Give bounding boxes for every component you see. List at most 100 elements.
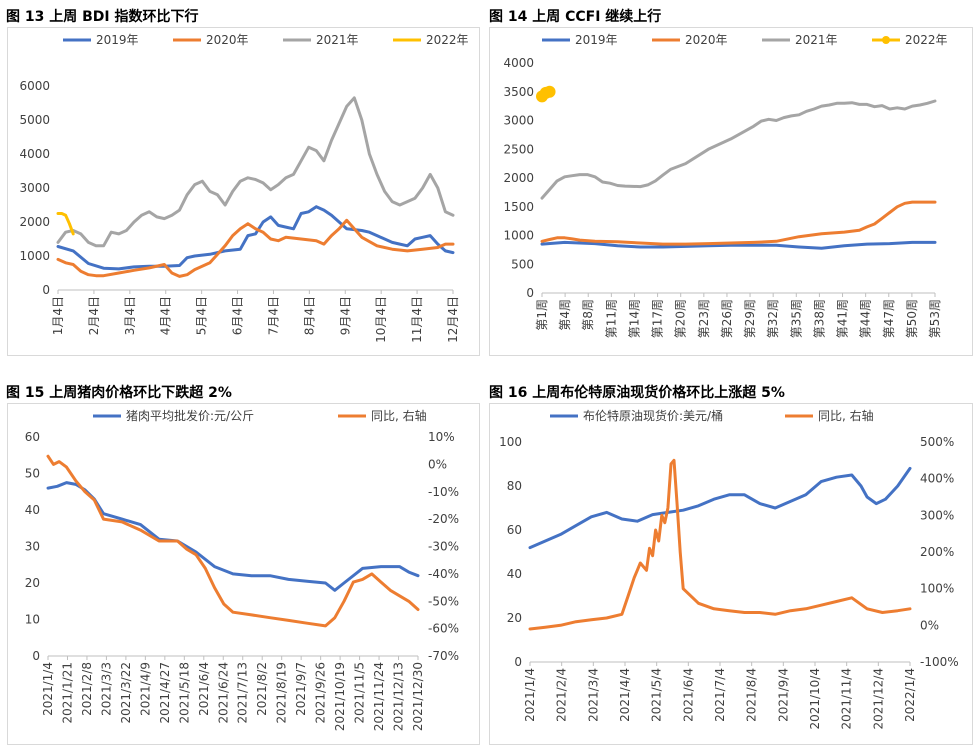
x-tick-label: 第50周 <box>905 299 919 338</box>
x-tick-label: 第29周 <box>743 299 757 338</box>
y2-tick-label: -20% <box>428 512 459 526</box>
chart-pork: 猪肉平均批发价:元/公斤 同比, 右轴 0 10 20 30 40 50 60 -70% -60% -… <box>7 403 480 745</box>
chart-pork-svg: 猪肉平均批发价:元/公斤 同比, 右轴 0 10 20 30 40 50 60 -70% -60% -… <box>25 408 459 731</box>
x-tick-label: 1月4日 <box>51 296 65 335</box>
x-tick-label: 第26周 <box>720 299 734 338</box>
x-tick-label: 5月4日 <box>195 296 209 335</box>
x-tick-label: 2021/3/22 <box>119 662 133 724</box>
legend-label: 2020年 <box>685 33 728 47</box>
x-tick-label: 11月4日 <box>410 296 424 343</box>
x-tick-label: 第35周 <box>789 299 803 338</box>
y-tick-label: 100 <box>499 435 522 449</box>
legend-label: 2019年 <box>96 33 139 47</box>
y2-tick-label: 10% <box>428 430 455 444</box>
legend-label: 2022年 <box>905 33 948 47</box>
x-tick-label: 第11周 <box>604 299 618 338</box>
y-tick-label: 20 <box>507 611 522 625</box>
x-tick-label: 2021/8/4 <box>745 668 759 722</box>
legend-label: 2020年 <box>206 33 249 47</box>
x-tick-label: 2021/1/4 <box>41 662 55 716</box>
series-line <box>528 458 912 631</box>
y-tick-label: 60 <box>507 523 522 537</box>
x-tick-label: 2021/3/3 <box>99 662 113 716</box>
x-tick-label: 第4周 <box>558 299 572 331</box>
y-tick-label: 1000 <box>503 229 534 243</box>
y-tick-label: 3500 <box>503 85 534 99</box>
series-line <box>540 240 937 250</box>
y-tick-label: 4000 <box>503 56 534 70</box>
x-tick-label: 第41周 <box>836 299 850 338</box>
series-line <box>540 99 937 200</box>
y-tick-label: 40 <box>507 567 522 581</box>
y-tick-label: 60 <box>25 430 40 444</box>
x-tick-label: 第32周 <box>766 299 780 338</box>
y-tick-label: 2000 <box>503 171 534 185</box>
y-tick-label: 80 <box>507 479 522 493</box>
x-tick-label: 2022/1/4 <box>903 668 917 722</box>
legend-label: 2019年 <box>575 33 618 47</box>
x-tick-label: 2021/2/8 <box>80 662 94 716</box>
x-tick-label: 2021/5/4 <box>650 668 664 722</box>
x-tick-label: 12月4日 <box>446 296 460 343</box>
x-tick-label: 2021/6/4 <box>681 668 695 722</box>
x-tick-label: 第1周 <box>535 299 549 331</box>
legend-marker <box>882 36 890 44</box>
y2-tick-label: 300% <box>920 508 954 522</box>
chart-title-ccfi: 图 14 上周 CCFI 继续上行 <box>489 9 662 25</box>
x-tick-label: 2021/11/24 <box>372 662 386 731</box>
chart-bdi: 2019年 2020年 2021年 2022年 0 1000 2000 3000 4000 500… <box>7 27 480 356</box>
y-tick-label: 0 <box>526 286 534 300</box>
x-tick-label: 2021/10/19 <box>333 662 347 731</box>
x-tick-label: 2021/12/13 <box>392 662 406 731</box>
y2-tick-label: 100% <box>920 582 954 596</box>
x-tick-label: 第47周 <box>882 299 896 338</box>
x-tick-label: 2021/12/30 <box>411 662 425 731</box>
y-tick-label: 0 <box>42 283 50 297</box>
chart-ccfi: 2019年 2020年 2021年 2022年 0 500 1000 1500 2000 2500… <box>489 27 973 356</box>
x-tick-label: 第44周 <box>859 299 873 338</box>
legend-label: 2021年 <box>316 33 359 47</box>
y2-tick-label: 500% <box>920 435 954 449</box>
chart-brent: 布伦特原油现货价:美元/桶 同比, 右轴 0 20 40 60 80 100 -100% 0% 10… <box>489 403 973 745</box>
x-tick-label: 7月4日 <box>266 296 280 335</box>
series-point <box>543 85 556 98</box>
legend-label: 同比, 右轴 <box>818 408 874 423</box>
y-tick-label: 10 <box>25 613 40 627</box>
y-tick-label: 0 <box>514 655 522 669</box>
series-line <box>46 481 420 592</box>
x-tick-label: 2021/7/4 <box>713 668 727 722</box>
series-line <box>56 205 455 271</box>
x-tick-label: 2021/7/13 <box>236 662 250 724</box>
x-tick-label: 8月4日 <box>302 296 316 335</box>
x-tick-label: 第23周 <box>697 299 711 338</box>
y2-tick-label: -100% <box>920 655 959 669</box>
x-tick-label: 2021/11/4 <box>840 668 854 730</box>
y-tick-label: 6000 <box>19 79 50 93</box>
x-tick-label: 第14周 <box>627 299 641 338</box>
legend-label: 2021年 <box>795 33 838 47</box>
x-tick-label: 第53周 <box>928 299 942 338</box>
x-tick-label: 2021/12/4 <box>871 668 885 730</box>
chart-ccfi-svg: 2019年 2020年 2021年 2022年 0 500 1000 1500 2000 2500… <box>503 33 948 338</box>
x-tick-label: 2021/6/4 <box>197 662 211 716</box>
x-tick-label: 2021/11/5 <box>353 662 367 724</box>
y-tick-label: 30 <box>25 540 40 554</box>
y-tick-label: 3000 <box>19 181 50 195</box>
chart-brent-svg: 布伦特原油现货价:美元/桶 同比, 右轴 0 20 40 60 80 100 -100% 0% 10… <box>499 408 959 730</box>
y-tick-label: 40 <box>25 503 40 517</box>
x-tick-label: 第20周 <box>674 299 688 338</box>
chart-title-bdi: 图 13 上周 BDI 指数环比下行 <box>6 9 199 25</box>
y-tick-label: 20 <box>25 576 40 590</box>
x-tick-label: 10月4日 <box>374 296 388 343</box>
y-tick-label: 50 <box>25 467 40 481</box>
x-tick-label: 2021/8/19 <box>275 662 289 724</box>
x-tick-label: 2021/5/18 <box>177 662 191 724</box>
y2-tick-label: -50% <box>428 594 459 608</box>
x-tick-label: 3月4日 <box>123 296 137 335</box>
chart-title-brent: 图 16 上周布伦特原油现货价格环比上涨超 5% <box>489 385 785 401</box>
y-tick-label: 2000 <box>19 215 50 229</box>
y-tick-label: 4000 <box>19 147 50 161</box>
x-tick-label: 9月4日 <box>338 296 352 335</box>
y2-tick-label: -40% <box>428 567 459 581</box>
x-tick-label: 4月4日 <box>159 296 173 335</box>
